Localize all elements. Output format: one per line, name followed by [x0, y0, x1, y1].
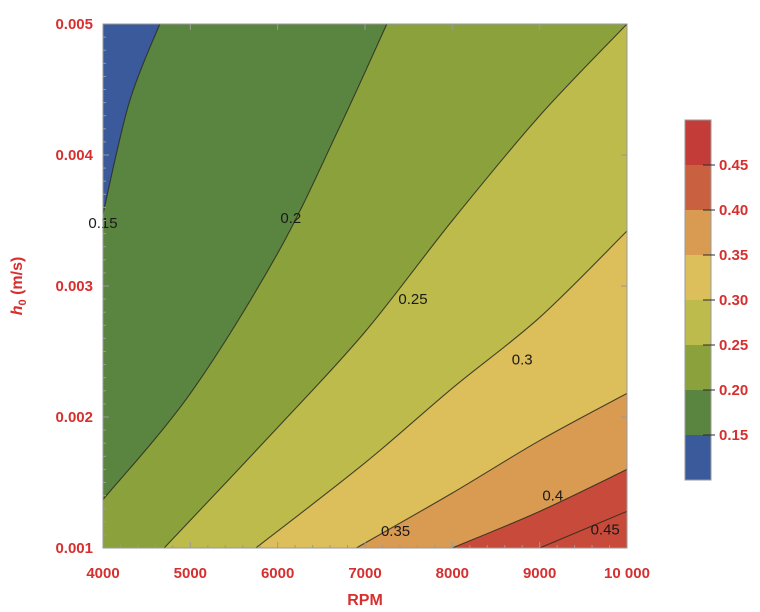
contour-line-0.2 — [103, 24, 388, 500]
contour-label: 0.25 — [398, 291, 427, 308]
y-tick-label: 0.005 — [55, 16, 93, 33]
color-legend: 0.15 0.20 0.25 0.30 0.35 0.40 0.45 — [684, 119, 748, 481]
legend-swatch — [685, 345, 711, 390]
contour-line-0.3 — [255, 230, 627, 548]
contour-labels: 0.15 0.20.250.30.350.40.45 — [88, 210, 619, 540]
contour-label: 0.3 — [512, 351, 533, 368]
contour-label: 0.2 — [280, 210, 301, 227]
legend-tick-label: 0.40 — [719, 202, 748, 219]
legend-swatch — [685, 390, 711, 435]
y-axis-title-main: h — [9, 305, 26, 315]
contour-band-0.2 — [103, 24, 427, 540]
legend-tick-label: 0.30 — [719, 292, 748, 309]
contour-line-0.25 — [163, 24, 627, 548]
contour-bands — [103, 24, 627, 548]
y-tick-label: 0.001 — [55, 540, 93, 557]
y-tick-label: 0.003 — [55, 278, 93, 295]
legend-swatch — [685, 435, 711, 480]
x-tick-label: 7000 — [348, 565, 381, 582]
x-tick-label: 8000 — [436, 565, 469, 582]
contour-line-0.15 — [103, 24, 161, 215]
legend-swatch — [685, 210, 711, 255]
y-axis-title-sub: 0 — [17, 299, 29, 305]
y-tick-label: 0.002 — [55, 409, 93, 426]
x-axis: 4000 5000 6000 7000 8000 9000 10 000 — [86, 24, 650, 582]
y-axis-title: h0 (m/s) — [9, 257, 29, 316]
contour-line-0.35 — [355, 392, 627, 548]
x-tick-label: 10 000 — [604, 565, 650, 582]
legend-swatch — [685, 165, 711, 210]
contour-line-0.4 — [452, 468, 627, 548]
x-tick-label: 9000 — [523, 565, 556, 582]
legend-tick-label: 0.25 — [719, 337, 748, 354]
legend-swatch — [685, 300, 711, 345]
contour-label: 0.4 — [542, 488, 563, 505]
legend-tick-label: 0.15 — [719, 427, 748, 444]
contour-line-0.45 — [539, 510, 627, 548]
x-tick-label: 4000 — [86, 565, 119, 582]
contour-label: 0.35 — [381, 523, 410, 540]
x-tick-label: 5000 — [174, 565, 207, 582]
contour-lines — [103, 24, 627, 548]
y-tick-label: 0.004 — [55, 147, 93, 164]
legend-swatch — [685, 255, 711, 300]
y-axis: 0.001 0.002 0.003 0.004 0.005 — [55, 16, 627, 557]
x-tick-label: 6000 — [261, 565, 294, 582]
contour-band-0.15 — [103, 24, 200, 254]
legend-swatch — [685, 120, 711, 165]
legend-tick-label: 0.45 — [719, 157, 748, 174]
contour-label: 0.45 — [591, 522, 620, 539]
x-axis-title: RPM — [347, 592, 383, 609]
y-axis-title-unit: (m/s) — [9, 257, 26, 300]
legend-tick-label: 0.20 — [719, 382, 748, 399]
legend-tick-label: 0.35 — [719, 247, 748, 264]
